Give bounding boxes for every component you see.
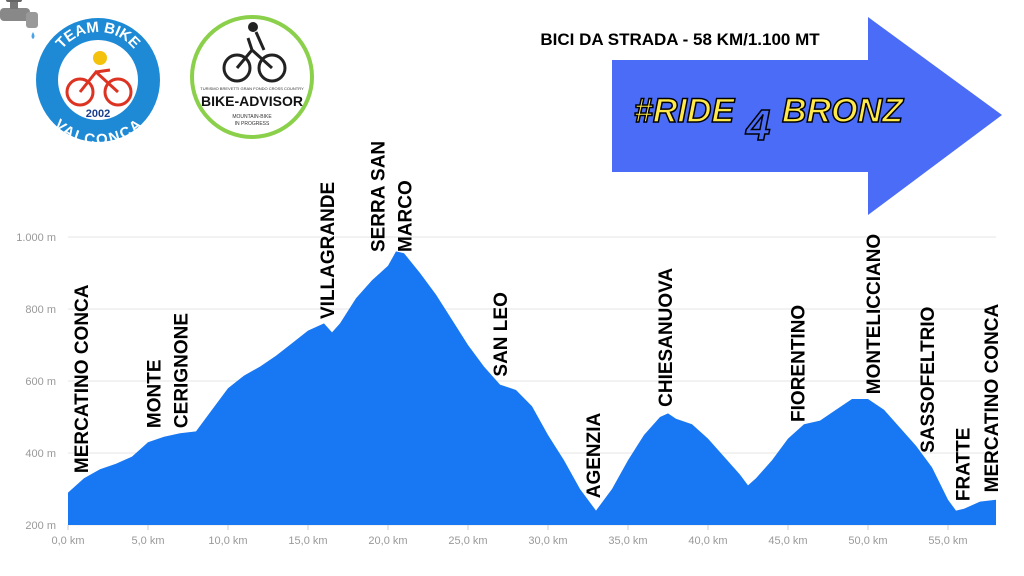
bike-advisor-logo: TURISMO BREVETTI GRAN FONDO CROSS COUNTR… — [190, 15, 314, 139]
place-label: VILLAGRANDE — [318, 182, 339, 319]
logo-disciplines: TURISMO BREVETTI GRAN FONDO CROSS COUNTR… — [200, 86, 304, 91]
y-tick-label: 200 m — [25, 520, 56, 532]
place-label: MONTELICCIANO — [864, 234, 885, 394]
place-label: FIORENTINO — [789, 305, 810, 422]
logo-name: BIKE-ADVISOR — [201, 93, 303, 109]
x-tick-label: 45,0 km — [768, 535, 807, 547]
logo-tagline: MOUNTAIN-BIKE — [232, 114, 272, 120]
logo-year: 2002 — [86, 108, 110, 120]
place-label: MONTE — [145, 359, 166, 428]
hashtag-left: #RIDE — [634, 92, 735, 130]
x-tick-label: 10,0 km — [208, 535, 247, 547]
x-tick-label: 0,0 km — [51, 535, 84, 547]
x-tick-label: 55,0 km — [928, 535, 967, 547]
x-tick-label: 50,0 km — [848, 535, 887, 547]
place-label: CERIGNONE — [172, 313, 193, 428]
logo-tagline: IN PROGRESS — [235, 121, 270, 127]
water-tap — [0, 0, 38, 39]
arrow-banner — [612, 17, 1002, 215]
place-label: CHIESANUOVA — [656, 268, 677, 407]
place-label: MERCATINO CONCA — [982, 303, 1003, 492]
x-tick-label: 40,0 km — [688, 535, 727, 547]
place-label: SERRA SAN — [369, 141, 390, 252]
place-label: FRATTE — [953, 428, 974, 502]
x-tick-label: 25,0 km — [448, 535, 487, 547]
hashtag-digit: 4 — [745, 101, 770, 150]
x-tick-label: 20,0 km — [368, 535, 407, 547]
team-bike-logo: TEAM BIKE VALCONCA 2002 — [36, 18, 160, 149]
plot: 200 m 400 m 600 m 800 m 1.000 m 0,0 km 5,0 km 1… — [16, 232, 996, 547]
y-tick-label: 800 m — [25, 304, 56, 316]
place-label: MERCATINO CONCA — [72, 284, 93, 473]
hashtag-right: BRONZ — [782, 92, 904, 130]
annotations: MERCATINO CONCA MONTE CERIGNONE VILLAGRANDE… — [72, 141, 1003, 501]
x-tick-label: 5,0 km — [131, 535, 164, 547]
y-tick-label: 400 m — [25, 448, 56, 460]
y-tick-label: 1.000 m — [16, 232, 56, 244]
place-label: SAN LEO — [491, 292, 512, 376]
place-label: AGENZIA — [584, 413, 605, 499]
x-tick-label: 35,0 km — [608, 535, 647, 547]
place-label: MARCO — [396, 180, 417, 252]
elevation-area — [68, 251, 996, 525]
x-tick-label: 15,0 km — [288, 535, 327, 547]
y-tick-label: 600 m — [25, 376, 56, 388]
place-label: SASSOFELTRIO — [918, 307, 939, 453]
x-tick-label: 30,0 km — [528, 535, 567, 547]
hashtag: #RIDE 4 BRONZ — [633, 91, 905, 151]
title: BICI DA STRADA - 58 KM/1.100 MT — [540, 30, 820, 49]
